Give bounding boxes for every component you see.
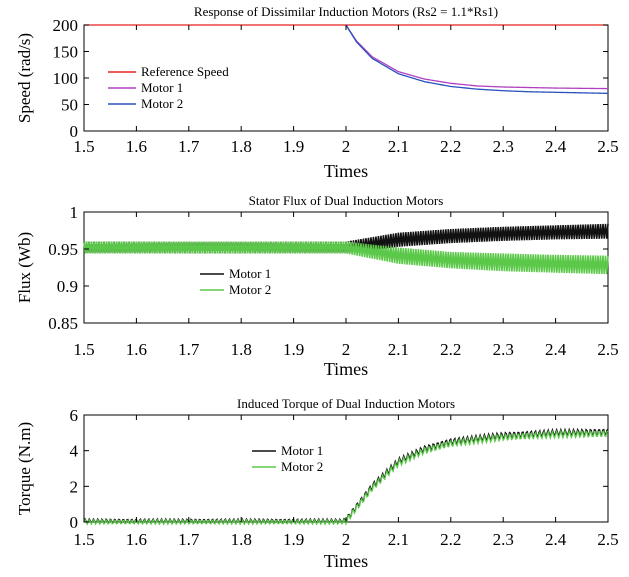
x-tick-label: 1.7 xyxy=(178,530,200,549)
legend-label: Motor 2 xyxy=(281,459,323,474)
series-3 xyxy=(345,24,609,95)
x-tick-label: 2.2 xyxy=(440,137,461,156)
series-line xyxy=(83,427,609,526)
x-tick-label: 2.4 xyxy=(545,340,567,359)
x-tick-label: 1.8 xyxy=(231,340,252,359)
series-line xyxy=(345,24,609,90)
chart-title: Response of Dissimilar Induction Motors … xyxy=(194,4,498,19)
y-tick-label: 0 xyxy=(70,513,79,532)
plot-area-frame xyxy=(83,414,609,523)
x-tick-label: 2.3 xyxy=(493,530,514,549)
x-tick-label: 1.5 xyxy=(73,137,94,156)
x-tick-label: 2.3 xyxy=(493,340,514,359)
x-tick-label: 1.7 xyxy=(178,137,200,156)
y-tick-label: 0.95 xyxy=(48,240,78,259)
series-line xyxy=(83,429,609,526)
y-axis-label: Speed (rad/s) xyxy=(15,33,34,123)
series-line xyxy=(345,24,609,95)
x-tick-label: 1.6 xyxy=(126,137,147,156)
series-1 xyxy=(83,427,609,526)
x-tick-label: 2.3 xyxy=(493,137,514,156)
legend-label: Motor 1 xyxy=(141,80,183,95)
chart-title: Induced Torque of Dual Induction Motors xyxy=(237,396,455,411)
chart-panel-2: Stator Flux of Dual Induction Motors 1.5 1… xyxy=(15,193,619,379)
x-tick-label: 1.9 xyxy=(283,530,304,549)
y-tick-label: 150 xyxy=(53,43,79,62)
x-tick-label: 1.6 xyxy=(126,340,147,359)
series-2 xyxy=(83,429,609,526)
y-axis-label: Flux (Wb) xyxy=(15,232,34,303)
x-tick-label: 2 xyxy=(342,340,351,359)
y-tick-label: 100 xyxy=(53,69,79,88)
x-tick-label: 1.9 xyxy=(283,340,304,359)
legend-label: Reference Speed xyxy=(141,64,229,79)
y-tick-label: 50 xyxy=(61,96,78,115)
y-tick-label: 0.9 xyxy=(57,277,78,296)
x-tick-label: 1.9 xyxy=(283,137,304,156)
x-axis-label: Times xyxy=(324,551,368,571)
x-tick-label: 1.8 xyxy=(231,137,252,156)
legend-label: Motor 2 xyxy=(229,282,271,297)
y-axis-label: Torque (N.m) xyxy=(15,422,34,515)
y-tick-label: 2 xyxy=(70,477,79,496)
series-2 xyxy=(83,241,609,275)
x-tick-label: 1.5 xyxy=(73,340,94,359)
series-2 xyxy=(345,24,609,90)
y-tick-label: 200 xyxy=(53,16,79,35)
x-tick-label: 2.5 xyxy=(597,530,618,549)
x-axis-label: Times xyxy=(324,161,368,181)
chart-panel-1: Response of Dissimilar Induction Motors … xyxy=(15,4,619,181)
x-tick-label: 2 xyxy=(342,530,351,549)
x-tick-label: 1.8 xyxy=(231,530,252,549)
legend-label: Motor 2 xyxy=(141,96,183,111)
y-tick-label: 1 xyxy=(70,203,79,222)
x-tick-label: 2.1 xyxy=(388,137,409,156)
x-tick-label: 1.6 xyxy=(126,530,147,549)
x-tick-label: 2.4 xyxy=(545,137,567,156)
x-axis-label: Times xyxy=(324,359,368,379)
y-tick-label: 0.85 xyxy=(48,314,78,333)
y-tick-label: 4 xyxy=(70,442,79,461)
x-tick-label: 2.2 xyxy=(440,340,461,359)
series-line xyxy=(83,241,609,275)
legend-label: Motor 1 xyxy=(229,266,271,281)
x-tick-label: 2.5 xyxy=(597,340,618,359)
chart-title: Stator Flux of Dual Induction Motors xyxy=(249,193,444,208)
y-tick-label: 6 xyxy=(70,406,79,425)
chart-panel-3: Induced Torque of Dual Induction Motors 1… xyxy=(15,396,619,571)
x-tick-label: 2.5 xyxy=(597,137,618,156)
legend-label: Motor 1 xyxy=(281,443,323,458)
x-tick-label: 1.7 xyxy=(178,340,200,359)
x-tick-label: 2.1 xyxy=(388,340,409,359)
x-tick-label: 2.1 xyxy=(388,530,409,549)
x-tick-label: 2.4 xyxy=(545,530,567,549)
x-tick-label: 2 xyxy=(342,137,351,156)
y-tick-label: 0 xyxy=(70,122,79,141)
x-tick-label: 2.2 xyxy=(440,530,461,549)
x-tick-label: 1.5 xyxy=(73,530,94,549)
